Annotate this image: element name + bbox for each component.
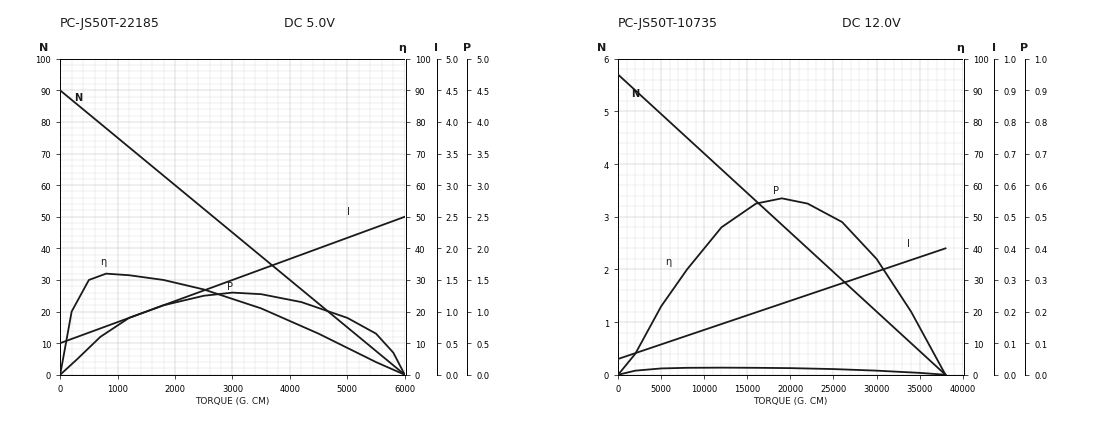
Text: I: I (347, 206, 350, 216)
Text: η: η (398, 43, 406, 53)
Text: DC 12.0V: DC 12.0V (842, 17, 900, 30)
Text: P: P (1021, 43, 1028, 53)
Text: I: I (434, 43, 438, 53)
X-axis label: TORQUE (G. CM): TORQUE (G. CM) (754, 396, 827, 405)
X-axis label: TORQUE (G. CM): TORQUE (G. CM) (196, 396, 269, 405)
Text: η: η (956, 43, 964, 53)
Text: P: P (463, 43, 470, 53)
Text: N: N (39, 43, 49, 53)
Text: I: I (907, 238, 909, 248)
Text: P: P (226, 282, 233, 292)
Text: η: η (665, 256, 672, 267)
Text: PC-JS50T-10735: PC-JS50T-10735 (618, 17, 718, 30)
Text: N: N (597, 43, 607, 53)
Text: η: η (101, 256, 106, 267)
Text: PC-JS50T-22185: PC-JS50T-22185 (60, 17, 160, 30)
Text: N: N (631, 89, 639, 98)
Text: DC 5.0V: DC 5.0V (284, 17, 335, 30)
Text: P: P (773, 186, 779, 196)
Text: I: I (992, 43, 996, 53)
Text: N: N (74, 92, 83, 103)
